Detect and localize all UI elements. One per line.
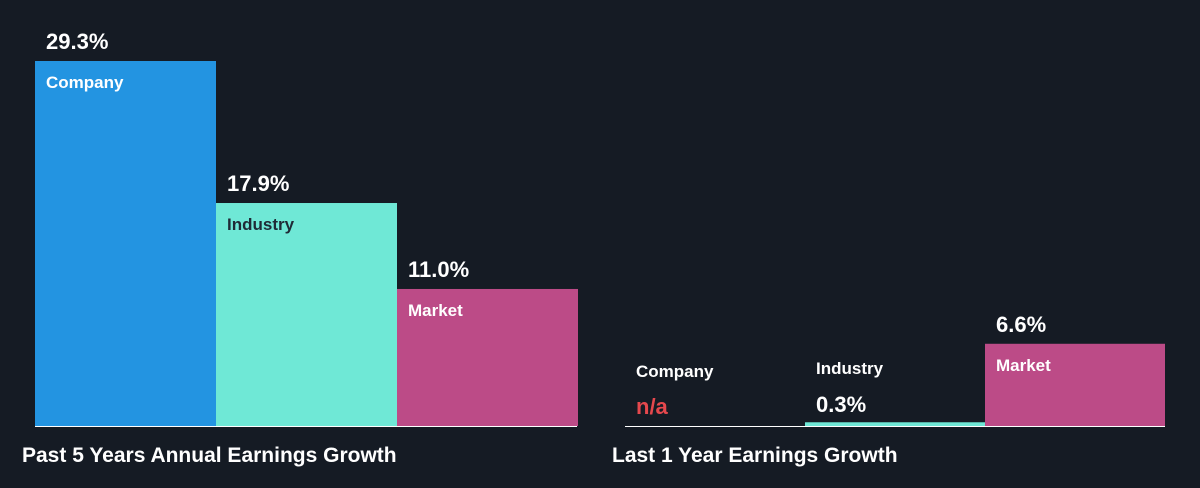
bar-past-5y-industry — [216, 203, 397, 426]
category-label-last-1y-company: Company — [636, 362, 714, 381]
category-label-past-5y-company: Company — [46, 73, 124, 92]
value-label-last-1y-market: 6.6% — [996, 312, 1046, 337]
value-label-past-5y-industry: 17.9% — [227, 171, 289, 196]
category-label-last-1y-market: Market — [996, 356, 1051, 375]
chart-title-past-5-years: Past 5 Years Annual Earnings Growth — [22, 444, 397, 467]
category-label-past-5y-market: Market — [408, 301, 463, 320]
chart-title-last-1-year: Last 1 Year Earnings Growth — [612, 444, 898, 467]
category-label-past-5y-industry: Industry — [227, 215, 295, 234]
bar-last-1y-industry — [805, 422, 985, 426]
bar-past-5y-company — [35, 61, 216, 426]
value-label-past-5y-market: 11.0% — [408, 257, 469, 282]
value-label-last-1y-company: n/a — [636, 394, 669, 419]
category-label-last-1y-industry: Industry — [816, 359, 884, 378]
bar-last-1y-market — [985, 343, 1165, 426]
bar-past-5y-market — [397, 288, 578, 426]
value-label-last-1y-industry: 0.3% — [816, 392, 866, 417]
value-label-past-5y-company: 29.3% — [46, 29, 108, 54]
